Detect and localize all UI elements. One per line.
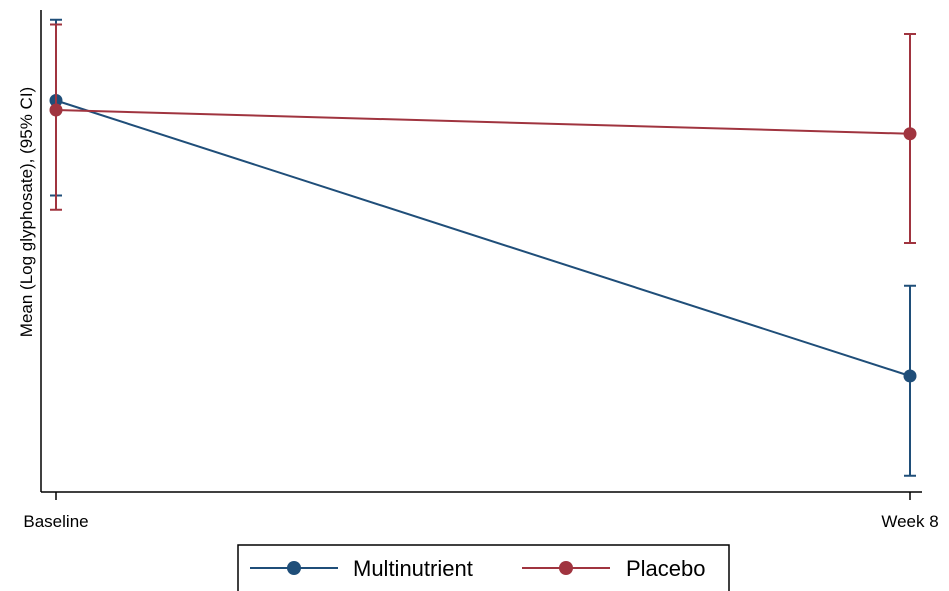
legend-marker-placebo — [559, 561, 573, 575]
legend: Multinutrient Placebo — [237, 544, 730, 591]
legend-marker-multinutrient — [287, 561, 301, 575]
y-axis-title: Mean (Log glyphosate), (95% CI) — [17, 87, 36, 337]
series-layer — [49, 18, 917, 477]
x-tick-label-week-8: Week 8 — [881, 512, 938, 531]
x-tick-label-baseline: Baseline — [23, 512, 88, 531]
point-placebo-week-8 — [903, 127, 917, 141]
point-placebo-baseline — [49, 103, 63, 117]
legend-label-placebo: Placebo — [626, 556, 706, 581]
x-ticks: Baseline Week 8 — [23, 492, 939, 531]
point-multinutrient-week-8 — [903, 369, 917, 383]
series-line-placebo — [55, 109, 911, 135]
legend-label-multinutrient: Multinutrient — [353, 556, 473, 581]
series-line-multinutrient — [55, 99, 911, 377]
